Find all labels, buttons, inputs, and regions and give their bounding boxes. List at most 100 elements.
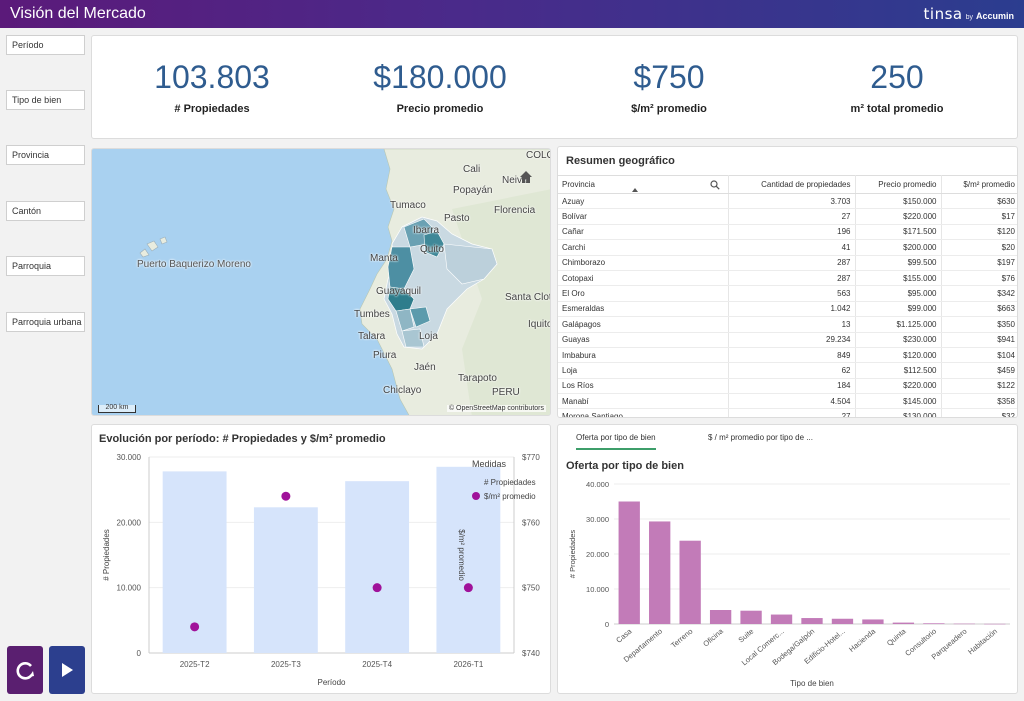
x-tick-label: 2025-T3	[271, 660, 301, 669]
cell-precio: $200.000	[855, 239, 942, 256]
logo-by: by	[965, 14, 973, 21]
x-tick-label: Habitación	[966, 627, 999, 657]
map-label-tumbes: Tumbes	[354, 309, 390, 320]
filter-tipo-de-bien[interactable]: Tipo de bien	[6, 90, 85, 110]
evolution-chart[interactable]: 30.000 20.000 10.000 0 $770 $760 $750 $740 2025-…	[92, 425, 552, 695]
table-row[interactable]: Imbabura 849 $120.000 $104	[558, 347, 1017, 364]
y-right-tick-label: $770	[522, 453, 540, 462]
region-oriente	[443, 243, 498, 285]
cell-precio: $1.125.000	[855, 316, 942, 333]
x-tick-label: Suite	[736, 627, 755, 645]
kpi-m2-total[interactable]: 250 m² total promedio	[807, 58, 987, 115]
kpi-precio-promedio[interactable]: $180.000 Precio promedio	[350, 58, 530, 115]
map-panel[interactable]: Cali COLO Neiva Popayán Tumaco Pasto Flo…	[91, 148, 551, 416]
point	[463, 583, 473, 593]
map-label-cali: Cali	[463, 164, 481, 175]
map-attribution[interactable]: © OpenStreetMap contributors	[446, 405, 546, 412]
cell-cantidad: 849	[728, 347, 856, 364]
evolution-chart-panel: Evolución por período: # Propiedades y $…	[91, 424, 551, 694]
table-row[interactable]: Loja 62 $112.500 $459	[558, 362, 1017, 379]
kpi-value: $750	[633, 59, 705, 95]
cell-precio: $120.000	[855, 347, 942, 364]
col-header-precio-m2[interactable]: $/m² promedio	[941, 175, 1017, 194]
cell-provincia: Cotopaxi	[558, 270, 729, 287]
map-label-florencia: Florencia	[494, 205, 536, 216]
table-row[interactable]: Azuay 3.703 $150.000 $630	[558, 193, 1017, 210]
table-row[interactable]: Morona Santiago 27 $130.000 $32	[558, 408, 1017, 417]
play-button[interactable]	[49, 646, 85, 694]
table-row[interactable]: Los Ríos 184 $220.000 $122	[558, 378, 1017, 395]
cell-cantidad: 27	[728, 208, 856, 225]
tab-oferta-por-tipo[interactable]: Oferta por tipo de bien	[576, 433, 656, 450]
y-tick-label: 30.000	[586, 515, 609, 524]
bar	[436, 466, 501, 653]
col-header-cantidad[interactable]: Cantidad de propiedades	[728, 175, 856, 194]
y-left-tick-label: 10.000	[117, 584, 142, 593]
table-row[interactable]: Esmeraldas 1.042 $99.000 $663	[558, 301, 1017, 318]
legend-label: $/m² promedio	[484, 492, 536, 501]
x-tick-label: Terreno	[669, 627, 694, 650]
play-icon	[62, 663, 73, 677]
filter-parroquia[interactable]: Parroquia	[6, 256, 85, 276]
search-icon[interactable]	[709, 180, 720, 190]
table-row[interactable]: El Oro 563 $95.000 $342	[558, 285, 1017, 302]
filter-canton[interactable]: Cantón	[6, 201, 85, 221]
cell-provincia: Los Ríos	[558, 378, 729, 395]
x-tick-label: Oficina	[701, 626, 725, 648]
evolution-chart-title: Evolución por período: # Propiedades y $…	[99, 433, 386, 445]
filter-periodo[interactable]: Período	[6, 35, 85, 55]
kpi-precio-m2[interactable]: $750 $/m² promedio	[579, 58, 759, 115]
x-axis-title: Tipo de bien	[790, 679, 834, 688]
region-loja	[401, 328, 425, 348]
cell-precio-m2: $120	[941, 224, 1017, 241]
cell-cantidad: 184	[728, 378, 856, 395]
bar	[649, 521, 671, 624]
table-row[interactable]: Guayas 29.234 $230.000 $941	[558, 332, 1017, 348]
cell-cantidad: 41	[728, 239, 856, 256]
cell-provincia: Guayas	[558, 332, 729, 348]
y-left-axis-title: # Propiedades	[102, 529, 111, 581]
table-header-row: Provincia Cantidad de propiedades Precio…	[558, 175, 1017, 194]
y-axis-title: # Propiedades	[568, 530, 577, 579]
table-row[interactable]: Bolívar 27 $220.000 $17	[558, 208, 1017, 225]
table-row[interactable]: Chimborazo 287 $99.500 $197	[558, 255, 1017, 271]
cell-precio-m2: $663	[941, 301, 1017, 318]
filter-parroquia-urbana[interactable]: Parroquia urbana	[6, 312, 85, 332]
bar	[862, 619, 884, 624]
cell-provincia: Bolívar	[558, 208, 729, 225]
sort-asc-icon	[632, 188, 638, 192]
cell-precio-m2: $342	[941, 285, 1017, 302]
map-label-loja: Loja	[419, 331, 438, 342]
y-right-tick-label: $740	[522, 649, 540, 658]
table-row[interactable]: Cañar 196 $171.500 $120	[558, 224, 1017, 241]
map-label-peru: PERU	[492, 387, 520, 398]
y-right-axis-title: $/m² promedio	[457, 529, 466, 581]
cell-precio-m2: $197	[941, 255, 1017, 271]
legend-title: Medidas	[472, 459, 507, 469]
kpi-value: 250	[870, 59, 924, 95]
tab-precio-m2-por-tipo[interactable]: $ / m² promedio por tipo de ...	[708, 433, 813, 442]
bar	[709, 610, 732, 624]
filter-provincia[interactable]: Provincia	[6, 145, 85, 165]
table-row[interactable]: Carchi 41 $200.000 $20	[558, 239, 1017, 256]
map-home-icon[interactable]	[518, 169, 534, 185]
col-header-precio[interactable]: Precio promedio	[855, 175, 942, 194]
bar	[892, 622, 915, 624]
oferta-chart-panel: Oferta por tipo de bien $ / m² promedio …	[557, 424, 1018, 694]
oferta-chart[interactable]: 40.00030.00020.00010.0000CasaDepartament…	[558, 425, 1019, 695]
region-eloro	[395, 308, 415, 332]
map-canvas[interactable]	[92, 149, 551, 416]
bar	[831, 618, 854, 624]
col-header-provincia[interactable]: Provincia	[558, 175, 729, 194]
table-row[interactable]: Galápagos 13 $1.125.000 $350	[558, 316, 1017, 333]
reload-button[interactable]	[7, 646, 43, 694]
table-row[interactable]: Manabí 4.504 $145.000 $358	[558, 393, 1017, 410]
cell-precio: $220.000	[855, 378, 942, 395]
y-tick-label: 40.000	[586, 480, 609, 489]
table-row[interactable]: Cotopaxi 287 $155.000 $76	[558, 270, 1017, 287]
cell-cantidad: 287	[728, 270, 856, 287]
map-label-talara: Talara	[358, 331, 386, 342]
kpi-propiedades[interactable]: 103.803 # Propiedades	[122, 58, 302, 115]
map-label-pasto: Pasto	[444, 213, 470, 224]
cell-cantidad: 196	[728, 224, 856, 241]
